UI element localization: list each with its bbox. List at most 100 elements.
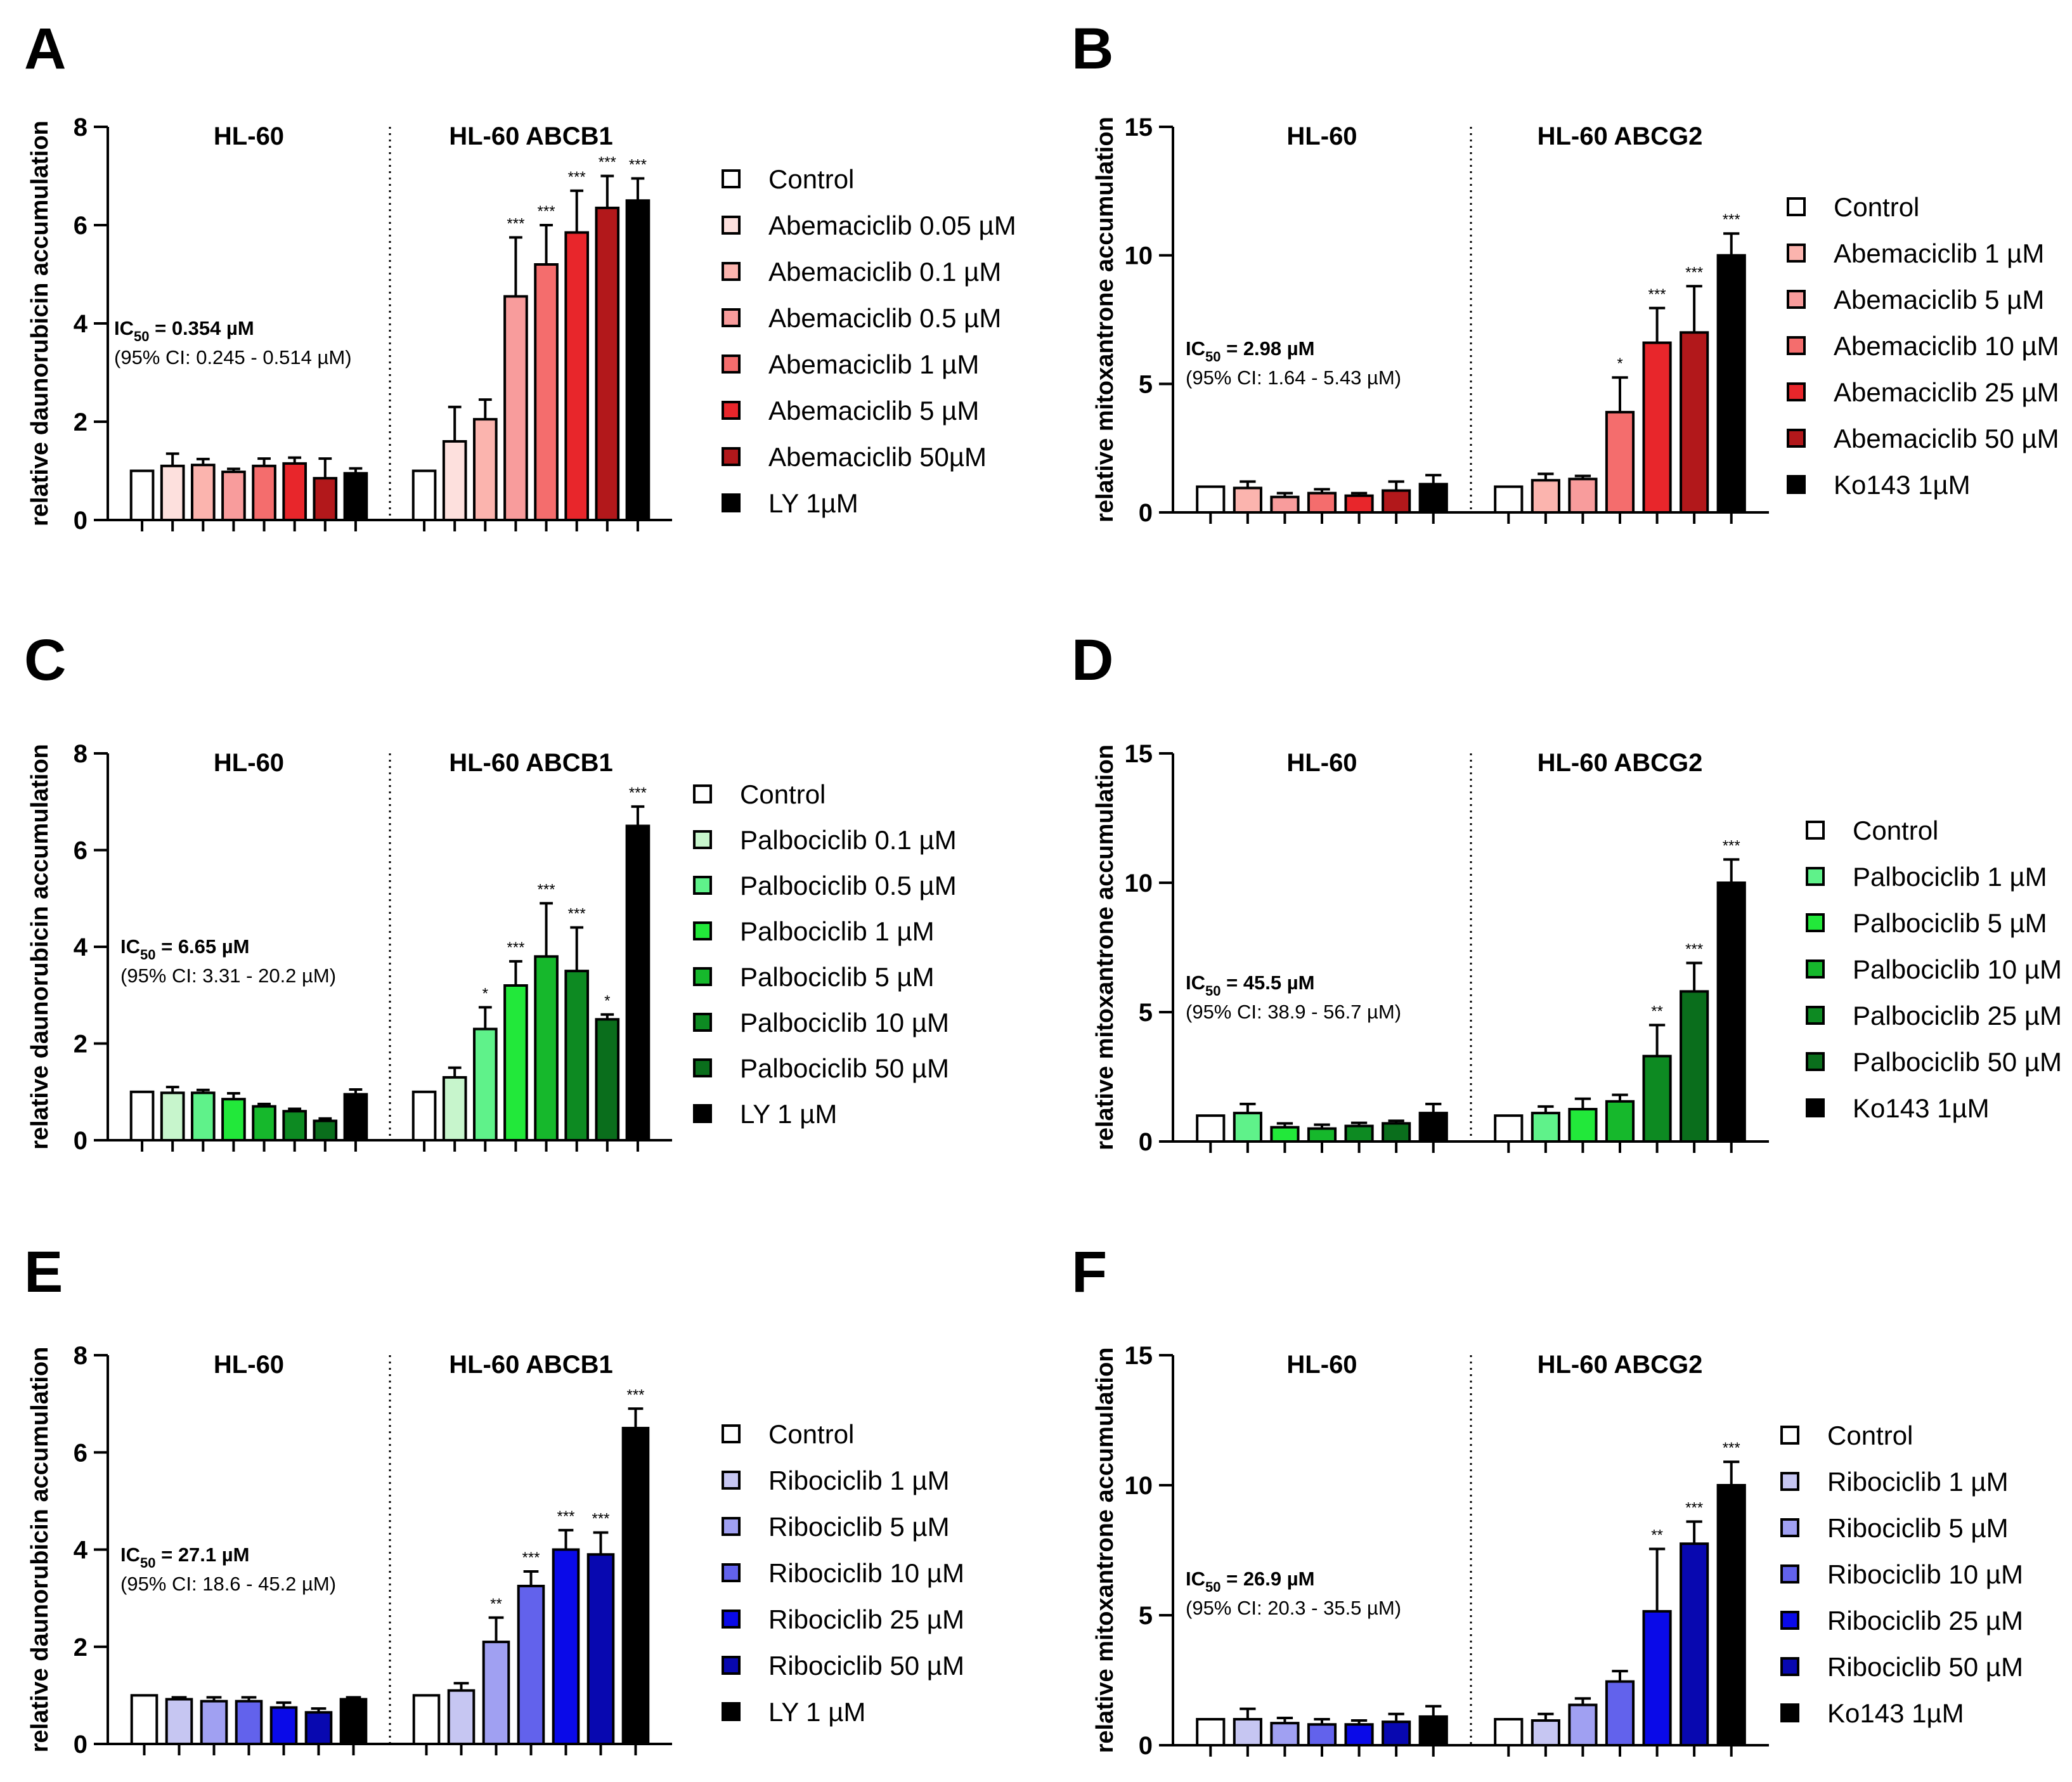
significance-label: *** [599,154,616,171]
bar [313,1119,338,1141]
significance-label: *** [1648,286,1666,303]
legend-label: Control [768,1419,854,1449]
ic50-label: IC50 = 2.98 µM [1186,337,1314,365]
bar [534,955,559,1141]
legend-label: Palbociclib 1 µM [740,916,935,946]
bar [221,471,246,521]
bar [564,231,590,521]
bar [313,477,338,521]
bar [1642,1055,1672,1143]
y-tick-label: 5 [1139,370,1153,398]
legend-swatch [722,169,741,188]
y-tick-label: 10 [1125,1472,1153,1500]
bar [190,1091,216,1142]
legend-label: Abemaciclib 0.1 µM [768,257,1001,287]
legend-label: Ko143 1µM [1834,470,1971,500]
y-tick-label: 6 [74,837,87,865]
bar [282,1110,308,1141]
legend-label: Control [768,164,854,194]
ic50-ci: (95% CI: 20.3 - 35.5 µM) [1186,1597,1401,1619]
legend-swatch [1806,821,1825,840]
bar [1605,410,1635,514]
ic50-ci: (95% CI: 0.245 - 0.514 µM) [114,346,352,368]
legend-swatch [722,262,741,281]
ic50-ci: (95% CI: 18.6 - 45.2 µM) [120,1573,336,1595]
y-tick-label: 15 [1125,1342,1153,1370]
bar [200,1700,228,1746]
significance-label: ** [1651,1003,1663,1020]
group-label: HL-60 ABCB1 [449,122,613,150]
bar [130,1694,159,1745]
legend-swatch [722,216,741,235]
y-tick-label: 8 [74,740,87,768]
legend-swatch [1780,1426,1799,1445]
legend-label: Ribociclib 10 µM [768,1558,964,1588]
significance-label: *** [1723,211,1740,228]
legend-label: Control [1827,1421,1913,1450]
y-tick-label: 15 [1125,114,1153,141]
panel-letter: A [24,16,66,81]
legend-swatch [1787,336,1806,355]
bar [269,1706,298,1745]
significance-label: *** [1723,1440,1740,1457]
y-tick-label: 0 [1139,1732,1153,1760]
y-tick-label: 4 [74,310,88,338]
legend-swatch [1780,1564,1799,1584]
bar [1716,254,1746,514]
significance-label: ** [1651,1526,1663,1544]
ic50-ci: (95% CI: 3.31 - 20.2 µM) [120,965,336,987]
bar [411,1090,437,1141]
bar [160,464,185,521]
bar [1344,1124,1374,1143]
legend-swatch [1780,1657,1799,1676]
bar [1196,1114,1226,1143]
legend-label: Palbociclib 1 µM [1853,862,2047,892]
group-label: HL-60 [214,122,284,150]
y-tick-label: 8 [74,1342,87,1370]
legend-swatch [1806,1098,1825,1117]
y-tick-label: 0 [74,1731,87,1759]
bar [1568,478,1598,514]
bar [235,1700,263,1746]
bar [1418,1112,1448,1143]
legend-label: LY 1 µM [768,1697,865,1727]
bar [304,1711,333,1746]
bar [1307,1723,1337,1746]
significance-label: *** [1685,940,1703,958]
group-label: HL-60 [214,1351,284,1379]
significance-label: *** [629,156,647,173]
y-axis-label: relative daunorubicin accumulation [27,1347,53,1753]
legend-label: Abemaciclib 50µM [768,442,987,472]
bar [534,263,559,521]
y-tick-label: 2 [74,1634,87,1662]
significance-label: *** [1685,264,1703,281]
bar [1418,483,1448,514]
legend-swatch [1787,382,1806,401]
legend-label: Ribociclib 1 µM [768,1466,950,1495]
significance-label: * [1617,355,1622,372]
y-tick-label: 8 [74,114,87,141]
legend-swatch [1787,290,1806,309]
bar [1494,1718,1524,1746]
legend-swatch [693,876,712,895]
legend-swatch [722,447,741,466]
bar [343,1093,368,1141]
legend-swatch [1780,1703,1799,1722]
bar [472,418,498,521]
panel-letter: C [24,628,66,693]
bar [129,469,155,521]
group-label: HL-60 ABCG2 [1538,749,1703,777]
significance-label: *** [592,1511,609,1528]
group-label: HL-60 [1286,122,1357,150]
significance-label: *** [557,1508,574,1525]
significance-label: *** [522,1549,540,1566]
legend-label: Ribociclib 5 µM [768,1512,950,1542]
bar [1233,1718,1262,1746]
legend-label: Abemaciclib 5 µM [768,396,979,426]
legend-swatch [1780,1611,1799,1630]
bar [252,1105,276,1141]
y-tick-label: 0 [1139,499,1153,527]
